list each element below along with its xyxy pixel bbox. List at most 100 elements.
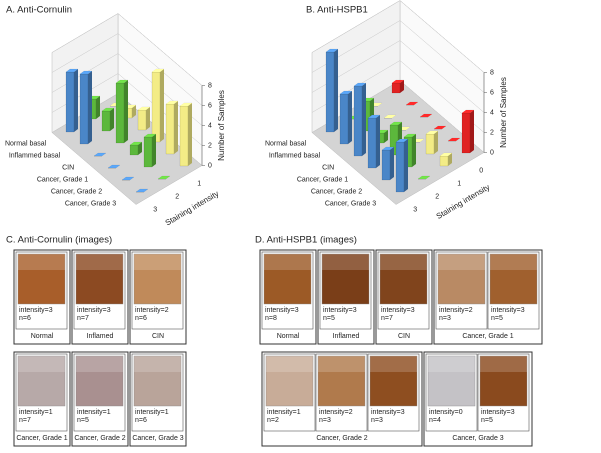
bar-side <box>334 49 338 132</box>
bar-top <box>395 138 409 143</box>
bar-front <box>115 82 125 144</box>
bar-top <box>151 68 165 73</box>
count-text: n=8 <box>265 315 277 322</box>
intensity-text: intensity=3 <box>491 307 525 314</box>
grid-line <box>51 33 203 106</box>
bar <box>143 133 157 168</box>
group-label: Cancer, Grade 1 <box>462 333 513 340</box>
y-tick-label: 4 <box>208 122 212 129</box>
bar-side <box>384 130 388 143</box>
bar <box>383 114 397 119</box>
tissue-image <box>133 253 182 305</box>
bar-top <box>403 133 417 138</box>
group-label: Inflamed <box>87 333 114 340</box>
y-tick-label: 4 <box>490 109 494 116</box>
bar <box>325 48 339 133</box>
panel-title: B. Anti-HSPB1 <box>306 5 368 16</box>
bar-top <box>439 152 453 157</box>
tissue-shade <box>266 356 313 372</box>
bar <box>129 141 143 156</box>
group-label: Normal <box>277 333 300 340</box>
bar-side <box>152 134 156 167</box>
y-tick-label: 2 <box>208 142 212 149</box>
grid-line <box>311 0 485 73</box>
group-label: CIN <box>152 333 164 340</box>
category-label: Cancer, Grade 2 <box>311 189 362 196</box>
bar <box>419 113 433 118</box>
bar-front <box>391 82 401 94</box>
tissue-shade <box>76 254 123 270</box>
count-text: n=2 <box>267 417 279 424</box>
bar-top <box>325 48 339 53</box>
intensity-label: 2 <box>175 193 179 200</box>
count-text: n=7 <box>381 315 393 322</box>
count-text: n=3 <box>371 417 383 424</box>
bar-top <box>165 100 179 105</box>
category-label: Inflammed basal <box>269 153 321 160</box>
bar-side <box>188 103 192 166</box>
bar-front <box>367 117 377 169</box>
bar-front <box>425 133 435 155</box>
tissue-image <box>133 355 182 407</box>
bar-top <box>339 90 353 95</box>
tissue-shade <box>428 356 475 372</box>
tissue-image <box>369 355 418 407</box>
bar-front <box>325 51 335 133</box>
bar-top <box>115 79 129 84</box>
bar-front <box>339 93 349 145</box>
bar-front <box>395 141 405 193</box>
bar-side <box>160 69 164 142</box>
intensity-text: intensity=3 <box>265 307 299 314</box>
bar <box>447 137 461 142</box>
category-label: Cancer, Grade 1 <box>37 177 88 184</box>
tissue-shade <box>490 254 537 270</box>
tissue-image <box>75 355 124 407</box>
category-label: Cancer, Grade 1 <box>297 177 348 184</box>
intensity-text: intensity=2 <box>135 307 169 314</box>
category-label: Cancer, Grade 3 <box>325 201 376 208</box>
tissue-shade <box>18 356 65 372</box>
bar-top <box>419 113 433 118</box>
bar-top <box>135 188 149 193</box>
intensity-label: 1 <box>457 180 461 187</box>
tissue-image <box>427 355 476 407</box>
group-label: Normal <box>31 333 54 340</box>
grid-line <box>311 20 485 93</box>
group-label: Cancer, Grade 3 <box>132 435 183 442</box>
tissue-shade <box>134 254 181 270</box>
intensity-label: 3 <box>413 206 417 213</box>
grid-line <box>51 13 203 86</box>
tissue-shade <box>76 356 123 372</box>
count-text: n=6 <box>135 417 147 424</box>
group-label: Cancer, Grade 1 <box>16 435 67 442</box>
bar-top <box>121 176 135 181</box>
bar <box>115 79 129 144</box>
count-text: n=5 <box>323 315 335 322</box>
bar <box>179 102 193 167</box>
bar-side <box>138 142 142 155</box>
group-label: Cancer, Grade 3 <box>452 435 503 442</box>
bar <box>135 188 149 193</box>
intensity-text: intensity=3 <box>371 409 405 416</box>
y-axis-title: Number of Samples <box>499 77 508 148</box>
bar <box>101 107 115 132</box>
intensity-text: intensity=2 <box>319 409 353 416</box>
bar-top <box>405 101 419 106</box>
group-label: Inflamed <box>333 333 360 340</box>
bar <box>367 114 381 169</box>
y-tick-label: 0 <box>490 149 494 156</box>
bar-side <box>412 134 416 167</box>
bar-top <box>353 82 367 87</box>
count-text: n=6 <box>135 315 147 322</box>
bar <box>425 130 439 155</box>
intensity-text: intensity=3 <box>481 409 515 416</box>
bar-top <box>447 137 461 142</box>
bar-side <box>434 131 438 154</box>
y-tick-label: 8 <box>490 69 494 76</box>
group-label: Cancer, Grade 2 <box>74 435 125 442</box>
category-label: CIN <box>62 165 74 172</box>
bar <box>353 82 367 157</box>
bar-top <box>381 146 395 151</box>
bar-side <box>448 153 452 166</box>
